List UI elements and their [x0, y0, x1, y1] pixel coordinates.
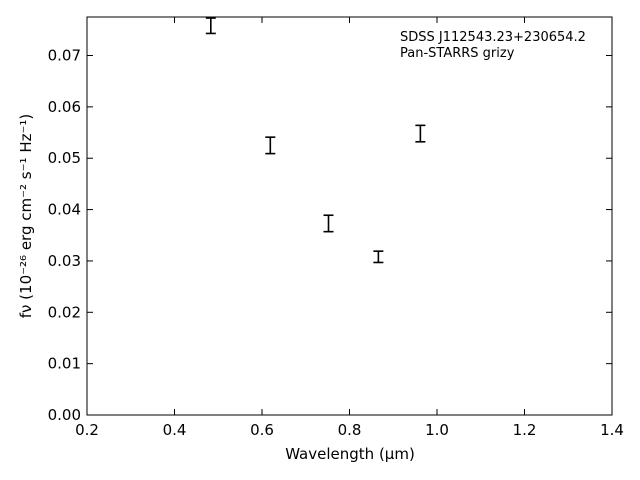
data-point [265, 136, 276, 155]
y-tick-label: 0.07 [48, 47, 81, 65]
data-point [323, 214, 334, 233]
y-axis-label: fν (10⁻²⁶ erg cm⁻² s⁻¹ Hz⁻¹) [17, 114, 35, 319]
y-tick-label: 0.01 [48, 355, 81, 373]
x-axis-label: Wavelength (μm) [285, 445, 415, 463]
y-axis-ticks: 0.00 0.01 0.02 0.03 0.04 0.05 0.06 0.07 [48, 47, 612, 424]
y-tick-label: 0.02 [48, 303, 81, 321]
annotation-survey-name: Pan-STARRS grizy [400, 46, 515, 61]
x-tick-label: 1.2 [513, 421, 537, 439]
y-tick-label: 0.05 [48, 149, 81, 167]
data-points [205, 17, 426, 264]
x-tick-label: 0.6 [250, 421, 274, 439]
data-point [373, 250, 384, 264]
data-point [205, 17, 216, 35]
y-tick-label: 0.03 [48, 252, 81, 270]
x-axis-ticks: 0.2 0.4 0.6 0.8 1.0 1.2 1.4 [75, 17, 624, 439]
y-tick-label: 0.06 [48, 98, 81, 116]
x-tick-label: 0.2 [75, 421, 99, 439]
x-tick-label: 0.8 [338, 421, 362, 439]
y-tick-label: 0.04 [48, 201, 81, 219]
data-point [415, 124, 426, 143]
x-tick-label: 0.4 [163, 421, 187, 439]
plot-frame [86, 16, 613, 416]
x-tick-label: 1.4 [600, 421, 624, 439]
x-tick-label: 1.0 [425, 421, 449, 439]
annotation-object-name: SDSS J112543.23+230654.2 [400, 30, 586, 45]
y-tick-label: 0.00 [48, 406, 81, 424]
